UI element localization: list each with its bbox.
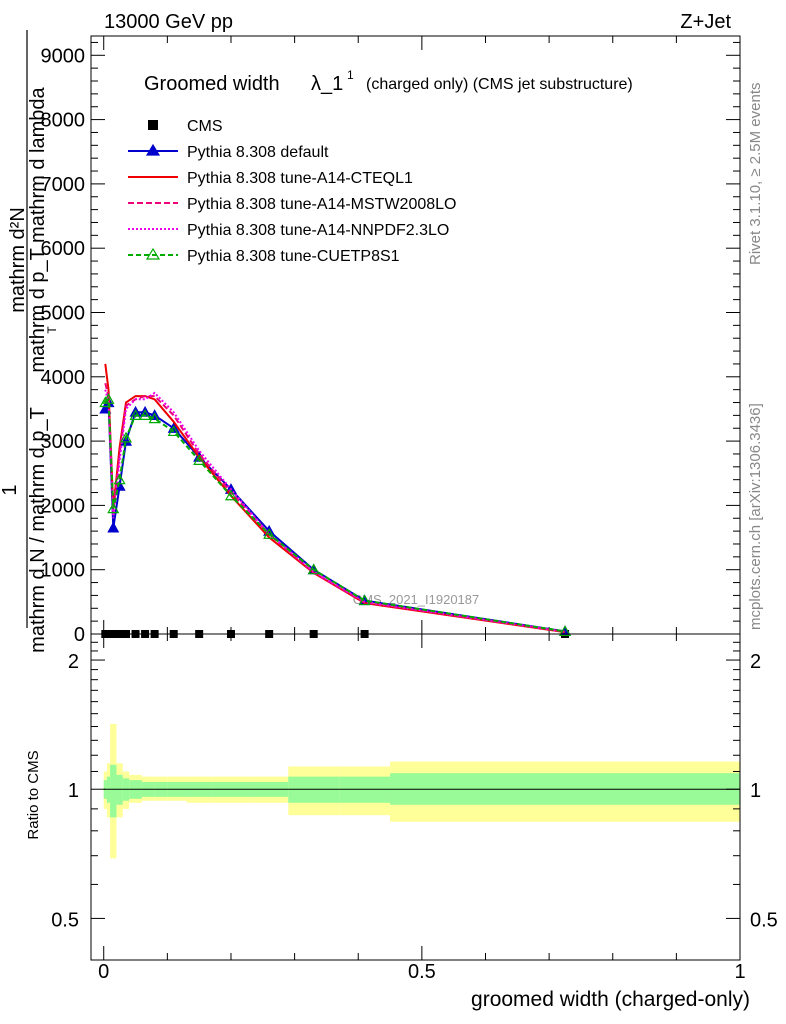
plot-title: Groomed width λ_1 1 (charged only) (CMS … xyxy=(144,68,633,95)
series-marker xyxy=(99,396,112,408)
series-marker xyxy=(113,473,126,485)
ratio-y-tick-label-right: 2 xyxy=(750,651,761,673)
ratio-x-tick-label: 0 xyxy=(98,961,109,983)
main-y-tick-label: 7000 xyxy=(41,174,86,196)
series-marker xyxy=(139,409,152,420)
legend-marker-cms xyxy=(148,120,158,130)
series-marker xyxy=(102,393,115,404)
ylabel-subscript-t: T xyxy=(45,326,59,334)
main-y-tick-label: 2000 xyxy=(41,495,86,517)
ratio-plot-panel: 0.5 0.51 12 2 0 0.5 1 Ratio to CMS groomed wi… xyxy=(25,633,778,1011)
ratio-y-tick-label: 0.5 xyxy=(51,909,79,931)
main-y-tick-label: 4000 xyxy=(41,367,86,389)
main-y-tick-label: 5000 xyxy=(41,302,86,324)
series-marker xyxy=(307,563,320,575)
series-line xyxy=(104,363,566,634)
ratio-y-tick-label: 1 xyxy=(68,780,79,802)
title-note: (charged only) (CMS jet substructure) xyxy=(366,76,633,93)
main-y-tick-label: 3000 xyxy=(41,431,86,453)
ylabel-numerator: mathrm d²N xyxy=(7,207,29,313)
ylabel-one: 1 xyxy=(0,484,21,495)
ratio-y-axis: 0.5 0.5 1 1 2 2 xyxy=(51,641,778,931)
ratio-y-label: Ratio to CMS xyxy=(25,750,42,839)
ratio-inner-band xyxy=(116,774,123,805)
series-marker xyxy=(263,528,276,539)
title-text: Groomed width xyxy=(144,73,280,95)
ratio-uncertainty-bands xyxy=(103,723,740,859)
main-y-tick-label: 8000 xyxy=(41,110,86,132)
series-marker xyxy=(224,489,238,501)
ratio-inner-band xyxy=(110,764,117,818)
legend-marker xyxy=(145,143,161,156)
main-y-axis: 0 1000 2000 3000 4000 5000 6000 7000 8000 9000 xyxy=(41,36,741,646)
main-plot-panel: 0 1000 2000 3000 4000 5000 6000 7000 8000 9000 CM… xyxy=(41,35,741,646)
ylabel-dndpt: mathrm d N / mathrm d p_T xyxy=(27,407,49,653)
ratio-plot-frame xyxy=(90,633,741,961)
main-y-tick-label: 0 xyxy=(74,624,85,646)
ratio-y-tick-label: 2 xyxy=(68,651,79,673)
ratio-x-tick-label: 1 xyxy=(734,961,745,983)
ratio-x-axis: 0 0.5 1 xyxy=(98,634,746,983)
title-lambda: λ_1 xyxy=(311,73,343,95)
title-superscript: 1 xyxy=(347,68,354,82)
series-marker xyxy=(148,412,161,424)
main-y-tick-label: 9000 xyxy=(41,45,86,67)
series-marker xyxy=(119,434,133,446)
series-marker xyxy=(119,431,133,443)
series-marker xyxy=(167,425,180,437)
x-axis-label: groomed width (charged-only) xyxy=(471,988,750,1011)
main-y-axis-label: mathrm d²N mathrm d p_T mathrm d lambda … xyxy=(0,30,59,653)
series-marker xyxy=(559,625,572,637)
legend-label: Pythia 8.308 tune-A14-CTEQL1 xyxy=(187,170,413,187)
series-line xyxy=(104,396,566,633)
series-marker xyxy=(193,454,206,465)
series-marker xyxy=(107,502,120,514)
ylabel-denominator: mathrm d p_T mathrm d lambda xyxy=(27,86,49,372)
series-line xyxy=(104,382,566,633)
ratio-x-tick-label: 0.5 xyxy=(408,961,436,983)
ratio-y-tick-label-right: 1 xyxy=(750,780,761,802)
main-series-group xyxy=(99,363,572,638)
series-marker xyxy=(99,402,112,414)
legend: CMS Pythia 8.308 default Pythia 8.308 tune… xyxy=(128,118,456,265)
legend-label: CMS xyxy=(187,118,223,135)
legend-label: Pythia 8.308 tune-CUETP8S1 xyxy=(187,248,400,265)
legend-marker xyxy=(145,247,161,260)
ratio-y-tick-label-right: 0.5 xyxy=(750,909,778,931)
series-line xyxy=(104,402,566,633)
mcplots-label: mcplots.cern.ch [arXiv:1306.3436] xyxy=(747,403,764,630)
series-marker xyxy=(358,594,371,606)
energy-label: 13000 GeV pp xyxy=(104,11,233,33)
legend-label: Pythia 8.308 tune-A14-MSTW2008LO xyxy=(187,196,456,213)
series-marker xyxy=(107,521,120,533)
main-y-tick-label: 1000 xyxy=(41,560,86,582)
rivet-label: Rivet 3.1.10, ≥ 2.5M events xyxy=(747,83,764,266)
legend-label: Pythia 8.308 tune-A14-NNPDF2.3LO xyxy=(187,222,449,239)
series-marker xyxy=(129,409,142,420)
main-y-tick-label: 6000 xyxy=(41,238,86,260)
process-label: Z+Jet xyxy=(680,11,731,33)
legend-label: Pythia 8.308 default xyxy=(187,144,329,161)
